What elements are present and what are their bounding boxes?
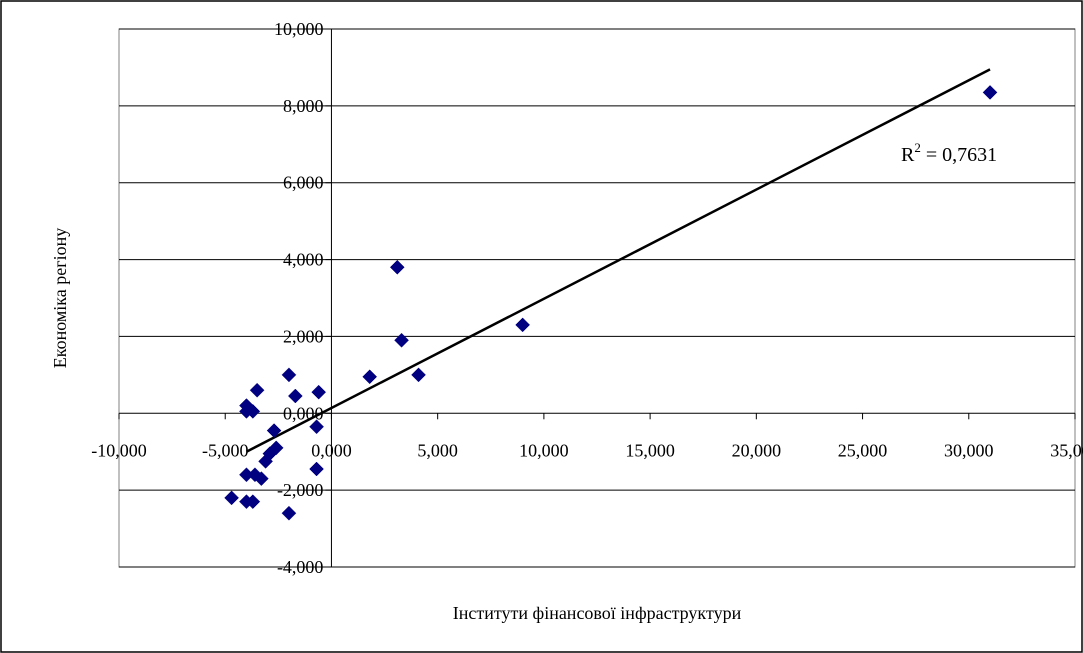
data-point [309, 419, 324, 435]
gridlines [119, 28, 1075, 568]
plot-area [118, 28, 1076, 568]
x-axis-title: Інститути фінансової інфраструктури [453, 603, 742, 623]
data-point [982, 85, 998, 100]
data-point [253, 471, 269, 486]
x-tick-label: 25,000 [838, 440, 888, 460]
trendline-layer [245, 68, 991, 453]
data-point [281, 505, 297, 521]
data-point [389, 259, 405, 275]
data-point [362, 369, 378, 385]
y-tick-label: 6,000 [283, 173, 324, 193]
x-tick-label: -5,000 [202, 440, 249, 460]
data-point [224, 490, 239, 506]
axes [118, 28, 1076, 568]
y-tick-label: -2,000 [277, 480, 324, 500]
r-squared-superscript: 2 [914, 140, 921, 155]
data-point [258, 453, 273, 469]
data-point [245, 404, 261, 419]
x-tick-label: 10,000 [519, 440, 569, 460]
x-tick-label: 20,000 [732, 440, 782, 460]
y-tick-label: 8,000 [283, 96, 324, 116]
x-tick-label: 5,000 [417, 440, 458, 460]
r-squared-label: R2 = 0,7631 [901, 140, 997, 166]
y-axis-title: Економіка регіону [50, 228, 70, 368]
x-tick-label: 30,000 [944, 440, 994, 460]
x-tick-label: 35,000 [1050, 440, 1083, 460]
data-point [394, 332, 409, 348]
y-tick-label: -4,000 [277, 557, 324, 577]
x-tick-label: 15,000 [625, 440, 675, 460]
data-point [309, 461, 324, 477]
r-squared-base: R [901, 144, 915, 166]
y-tick-label: 2,000 [283, 326, 324, 346]
data-point [411, 367, 426, 383]
data-points [224, 85, 998, 521]
tick-labels: -4,000 -2,000 0,000 2,000 4,000 6,000 8,000 10,… [91, 19, 1083, 577]
data-point [287, 388, 303, 404]
x-tick-label: -10,000 [91, 440, 147, 460]
x-tick-label: 0,000 [311, 440, 352, 460]
trendline [245, 68, 991, 453]
data-point [266, 423, 282, 438]
data-point [311, 384, 327, 400]
data-point [249, 382, 265, 398]
r-squared-value: = 0,7631 [921, 144, 997, 166]
y-tick-label: 10,000 [274, 19, 324, 39]
y-tick-label: 4,000 [283, 250, 324, 270]
data-point [281, 367, 297, 383]
data-point [245, 494, 261, 510]
data-point [515, 317, 530, 333]
